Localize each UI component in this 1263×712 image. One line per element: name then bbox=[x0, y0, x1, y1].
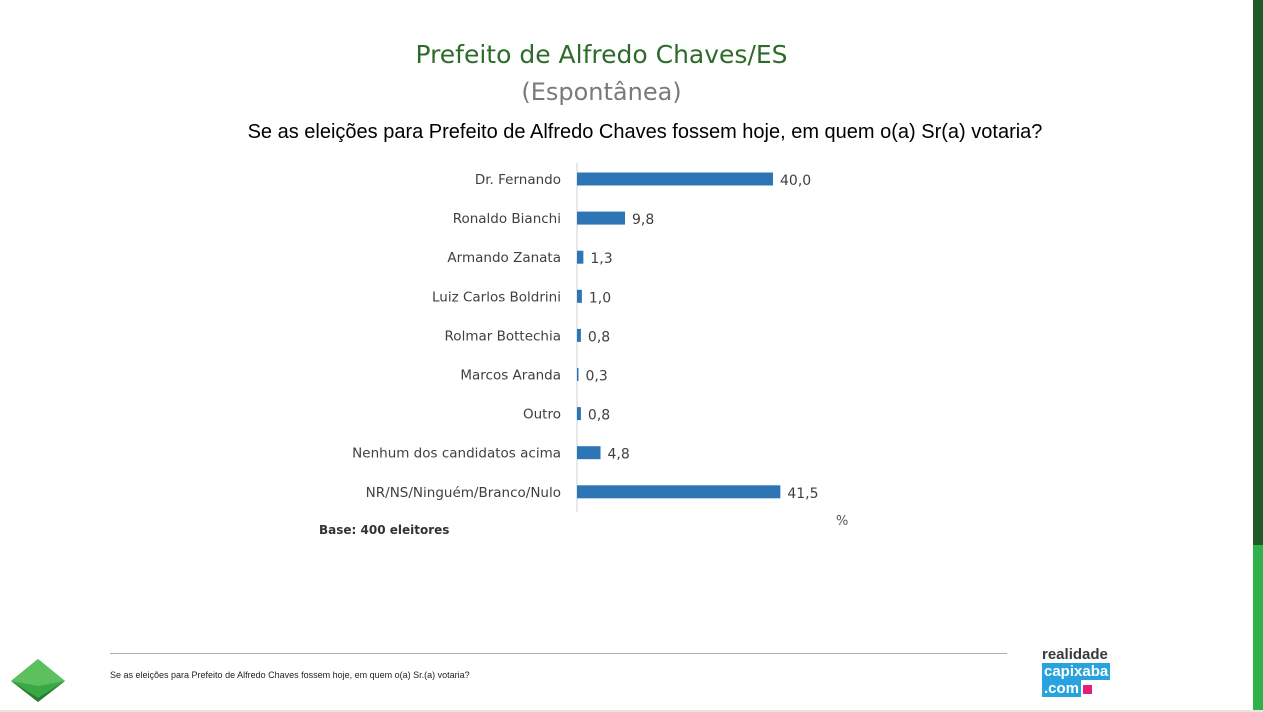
chart-bars-group bbox=[577, 172, 781, 499]
survey-question: Se as eleições para Prefeito de Alfredo … bbox=[247, 121, 1043, 143]
chart-subtitle: (Espontânea) bbox=[521, 78, 682, 106]
bar bbox=[577, 485, 781, 499]
value-label: 0,8 bbox=[588, 329, 610, 345]
bar bbox=[577, 328, 581, 342]
value-label: 41,5 bbox=[787, 486, 818, 502]
value-label: 0,8 bbox=[588, 408, 610, 424]
value-label: 4,8 bbox=[608, 447, 630, 463]
value-label: 9,8 bbox=[632, 212, 654, 228]
bar bbox=[577, 289, 582, 303]
bar bbox=[577, 407, 581, 421]
category-label: NR/NS/Ninguém/Branco/Nulo bbox=[366, 485, 561, 501]
bar bbox=[577, 172, 773, 186]
chart-category-labels: Dr. Fernando Ronaldo Bianchi Armando Zanat… bbox=[352, 172, 561, 501]
category-label: Luiz Carlos Boldrini bbox=[432, 289, 561, 305]
category-label: Rolmar Bottechia bbox=[445, 328, 561, 344]
category-label: Outro bbox=[523, 407, 561, 423]
side-accent-bar-dark bbox=[1253, 0, 1263, 545]
category-label: Ronaldo Bianchi bbox=[453, 211, 561, 227]
unit-label: % bbox=[836, 514, 848, 529]
bar bbox=[577, 250, 584, 264]
brand-square-icon bbox=[1083, 684, 1093, 694]
bar bbox=[577, 368, 579, 381]
footer-divider bbox=[110, 653, 1007, 654]
bar bbox=[577, 211, 626, 225]
logo-diamond-icon bbox=[11, 659, 65, 702]
value-label: 40,0 bbox=[780, 173, 811, 189]
brand-line-2: capixaba bbox=[1042, 663, 1111, 680]
bottom-border bbox=[0, 710, 1263, 712]
side-accent-bar-light bbox=[1253, 545, 1263, 712]
value-label: 1,3 bbox=[590, 251, 612, 267]
chart-value-labels: 40,0 9,8 1,3 1,0 0,8 0,3 0,8 4,8 41,5 bbox=[586, 173, 819, 502]
brand-line-3: .com bbox=[1042, 680, 1082, 697]
value-label: 0,3 bbox=[586, 369, 608, 385]
bar bbox=[577, 446, 601, 460]
value-label: 1,0 bbox=[589, 290, 611, 306]
footer-question: Se as eleições para Prefeito de Alfredo … bbox=[110, 670, 470, 680]
category-label: Nenhum dos candidatos acima bbox=[352, 446, 561, 462]
category-label: Armando Zanata bbox=[447, 250, 561, 266]
category-label: Dr. Fernando bbox=[475, 172, 561, 188]
chart-title: Prefeito de Alfredo Chaves/ES bbox=[415, 40, 788, 69]
brand-logo: realidade capixaba .com bbox=[1042, 646, 1111, 697]
category-label: Marcos Aranda bbox=[460, 368, 561, 384]
base-note: Base: 400 eleitores bbox=[319, 523, 450, 537]
brand-line-1: realidade bbox=[1042, 646, 1108, 663]
